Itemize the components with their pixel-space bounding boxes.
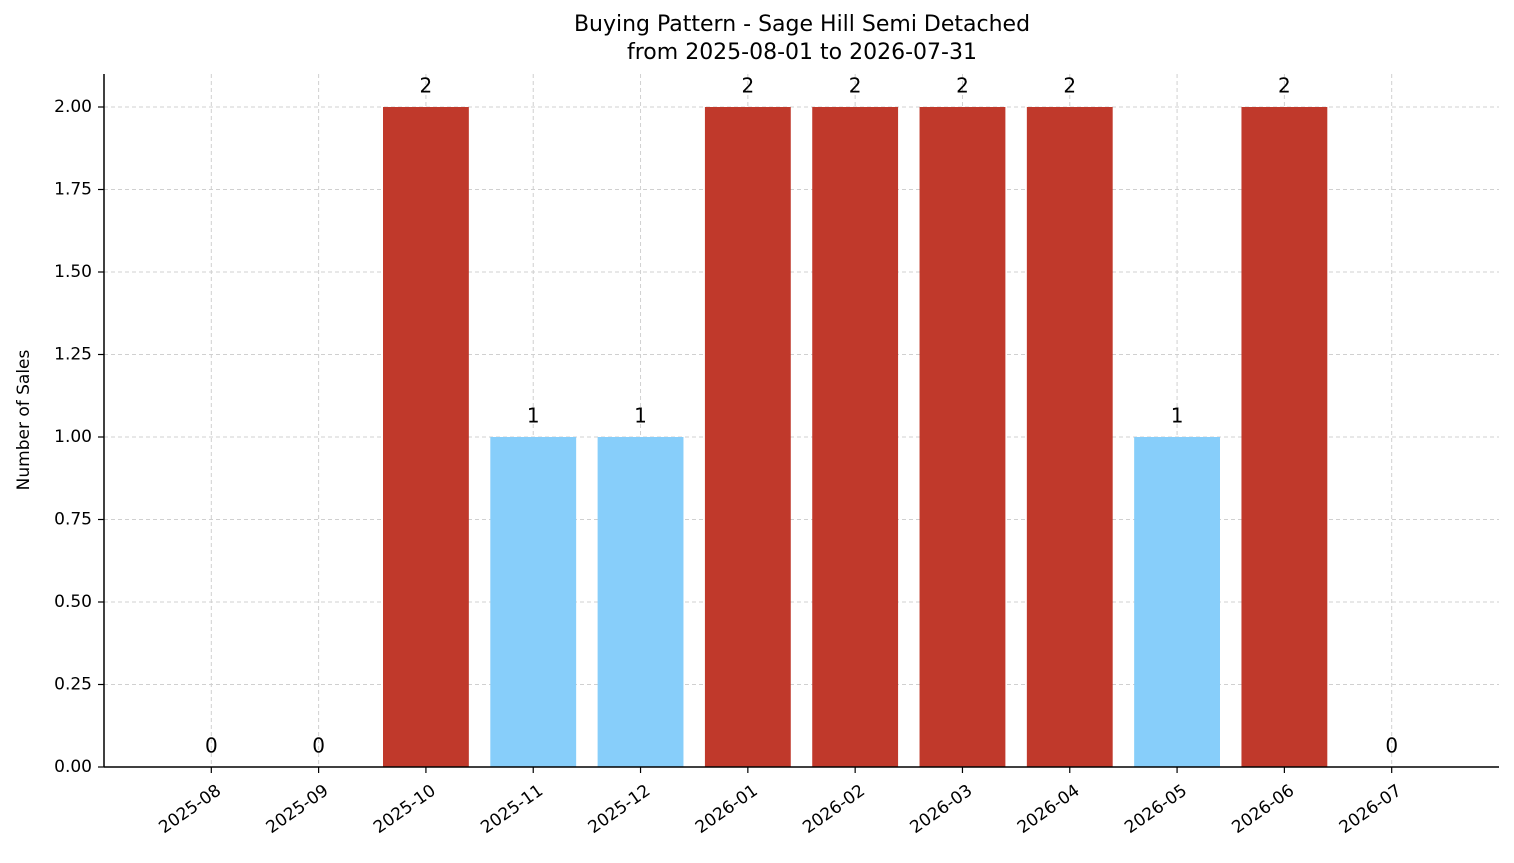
x-tick-label: 2025-09 <box>263 781 333 838</box>
y-tick-label: 1.50 <box>54 262 92 282</box>
value-label: 2 <box>741 74 754 98</box>
value-label: 1 <box>1171 404 1184 428</box>
bar <box>1134 437 1220 767</box>
x-tick-label: 2026-03 <box>907 781 977 838</box>
x-tick-label: 2025-11 <box>477 781 547 838</box>
bar <box>919 107 1006 767</box>
bar <box>383 107 469 767</box>
x-tick-label: 2025-12 <box>585 781 655 838</box>
y-tick-label: 0.50 <box>54 592 92 612</box>
y-tick-label: 0.25 <box>54 675 92 695</box>
bar <box>597 437 684 767</box>
x-tick-label: 2026-05 <box>1121 781 1191 838</box>
y-tick-label: 1.00 <box>54 427 92 447</box>
y-axis-label: Number of Sales <box>14 349 34 490</box>
x-tick-label: 2026-01 <box>692 781 762 838</box>
y-tick-label: 2.00 <box>54 97 92 117</box>
x-tick-label: 2026-04 <box>1014 781 1084 838</box>
value-label: 2 <box>420 74 433 98</box>
x-tick-label: 2026-02 <box>799 781 869 838</box>
bar <box>1241 107 1328 767</box>
value-label: 2 <box>956 74 969 98</box>
bar <box>1026 107 1113 767</box>
value-label: 1 <box>527 404 540 428</box>
bar <box>812 107 899 767</box>
bar <box>704 107 791 767</box>
x-tick-label: 2025-08 <box>155 781 225 838</box>
value-label: 0 <box>312 734 325 758</box>
value-label: 2 <box>1063 74 1076 98</box>
x-tick-label: 2026-07 <box>1336 781 1406 838</box>
bar <box>490 437 577 767</box>
x-tick-label: 2025-10 <box>370 781 440 838</box>
y-tick-label: 0.75 <box>54 510 92 530</box>
value-label: 1 <box>634 404 647 428</box>
value-label: 0 <box>205 734 218 758</box>
value-label: 2 <box>1278 74 1291 98</box>
y-tick-label: 1.75 <box>54 180 92 200</box>
chart-title: from 2025-08-01 to 2026-07-31 <box>627 40 977 65</box>
y-tick-label: 0.00 <box>54 757 92 777</box>
value-label: 2 <box>849 74 862 98</box>
y-tick-label: 1.25 <box>54 345 92 365</box>
chart-title: Buying Pattern - Sage Hill Semi Detached <box>574 12 1030 37</box>
x-tick-label: 2026-06 <box>1228 781 1298 838</box>
value-label: 0 <box>1385 734 1398 758</box>
